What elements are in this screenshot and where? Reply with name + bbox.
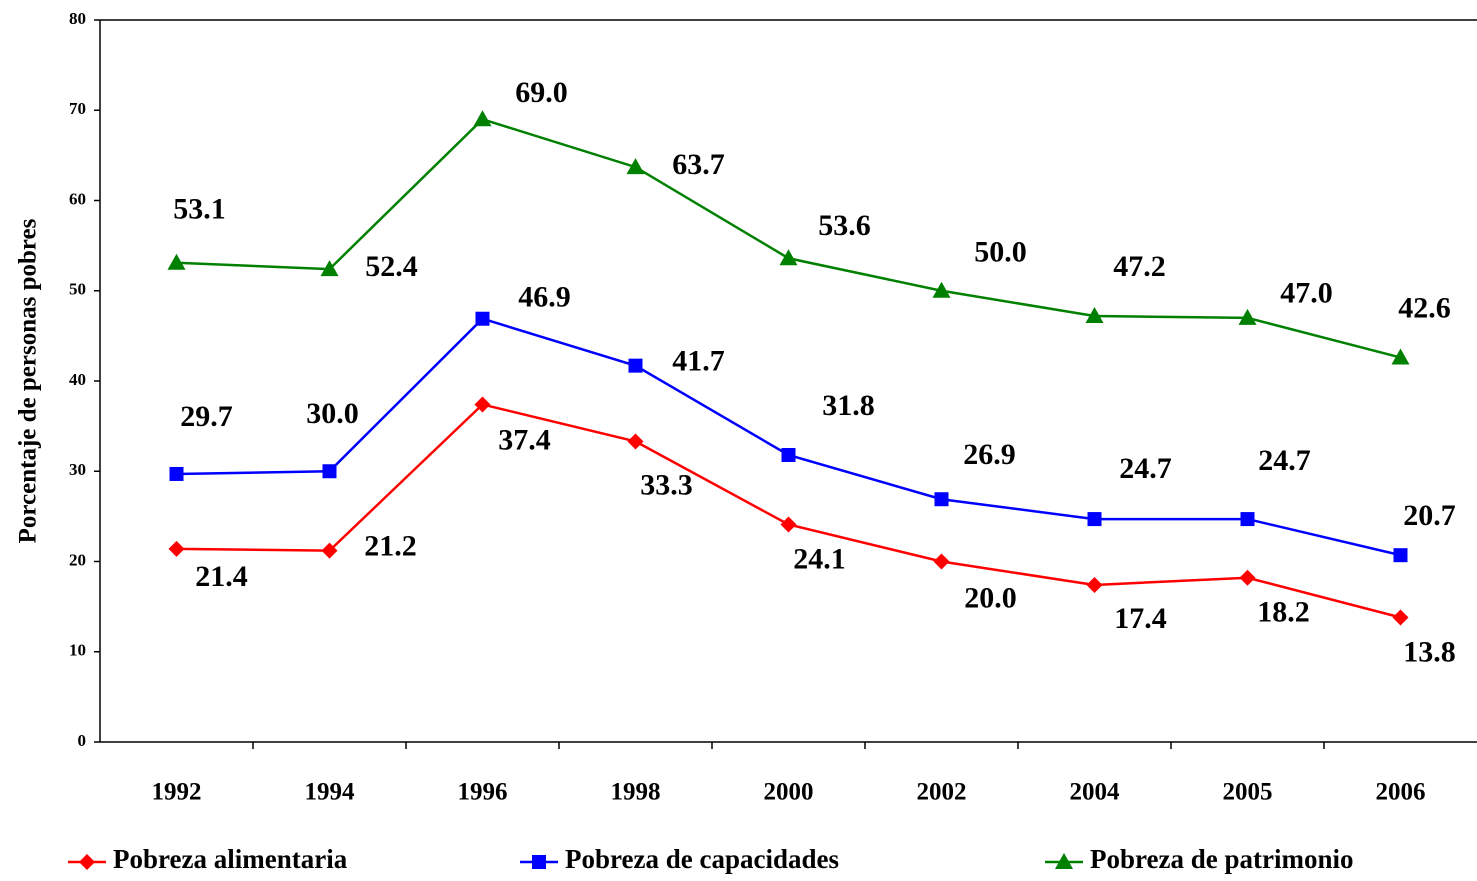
- x-tick-label: 2000: [764, 779, 814, 806]
- data-label: 24.7: [1258, 444, 1311, 477]
- legend-label: Pobreza de capacidades: [565, 844, 839, 874]
- point: [1085, 307, 1104, 324]
- data-label: 63.7: [672, 148, 725, 181]
- y-tick-label: 70: [69, 99, 86, 118]
- point: [628, 358, 643, 373]
- data-label: 37.4: [498, 423, 551, 456]
- data-label: 18.2: [1257, 596, 1310, 629]
- x-tick-label: 1998: [611, 779, 661, 806]
- legend-label: Pobreza alimentaria: [113, 844, 348, 874]
- point: [474, 396, 491, 413]
- data-label: 52.4: [365, 250, 418, 283]
- y-tick-label: 80: [69, 9, 86, 28]
- data-label: 33.3: [640, 468, 693, 501]
- point: [1240, 512, 1255, 527]
- y-axis-label: Porcentaje de personas pobres: [15, 218, 42, 543]
- data-label: 53.1: [173, 193, 226, 226]
- y-tick-label: 40: [69, 370, 86, 389]
- data-label: 29.7: [180, 400, 233, 433]
- point: [932, 281, 951, 298]
- point: [627, 433, 644, 450]
- point: [169, 466, 184, 481]
- point: [473, 110, 492, 127]
- y-tick-label: 30: [69, 460, 86, 479]
- data-label: 47.0: [1280, 277, 1333, 310]
- x-tick-label: 1992: [152, 779, 202, 806]
- x-tick-label: 2004: [1070, 779, 1121, 806]
- data-label: 24.1: [793, 542, 846, 575]
- data-label: 41.7: [672, 345, 725, 378]
- data-label: 31.8: [822, 389, 875, 422]
- data-label: 26.9: [963, 438, 1016, 471]
- data-label: 69.0: [515, 76, 568, 109]
- point: [1238, 308, 1257, 325]
- x-tick-label: 2006: [1376, 779, 1426, 806]
- data-label: 24.7: [1119, 452, 1172, 485]
- point: [322, 464, 337, 479]
- point: [626, 158, 645, 175]
- point: [780, 516, 797, 533]
- x-tick-label: 2002: [917, 779, 967, 806]
- y-tick-label: 20: [69, 550, 86, 569]
- data-label: 21.4: [195, 560, 248, 593]
- point: [321, 542, 338, 559]
- y-tick-label: 50: [69, 280, 86, 299]
- data-label: 20.7: [1403, 499, 1456, 532]
- point: [1239, 569, 1256, 586]
- point: [1087, 512, 1102, 527]
- legend-marker: [1055, 853, 1073, 869]
- data-label: 50.0: [974, 236, 1027, 269]
- data-label: 17.4: [1114, 602, 1167, 635]
- legend-label: Pobreza de patrimonio: [1090, 844, 1353, 874]
- point: [933, 553, 950, 570]
- data-label: 46.9: [518, 281, 571, 314]
- data-label: 20.0: [964, 581, 1017, 614]
- series-line: [176, 117, 1401, 359]
- point: [475, 311, 490, 326]
- point: [1391, 348, 1410, 365]
- legend-marker: [532, 855, 546, 869]
- point: [779, 249, 798, 266]
- data-label: 47.2: [1113, 250, 1166, 283]
- data-label: 21.2: [364, 530, 417, 563]
- point: [320, 260, 339, 277]
- x-tick-label: 1996: [458, 779, 508, 806]
- y-tick-label: 0: [78, 731, 87, 750]
- point: [934, 492, 949, 507]
- point: [1086, 576, 1103, 593]
- point: [1392, 609, 1409, 626]
- x-tick-label: 2005: [1223, 779, 1273, 806]
- series-line: [176, 403, 1401, 619]
- data-label: 53.6: [818, 209, 871, 242]
- point: [167, 253, 186, 270]
- point: [168, 540, 185, 557]
- y-tick-label: 60: [69, 189, 86, 208]
- point: [781, 448, 796, 463]
- data-label: 13.8: [1403, 635, 1456, 668]
- y-tick-label: 10: [69, 641, 86, 660]
- x-tick-label: 1994: [305, 779, 356, 806]
- point: [1393, 548, 1408, 563]
- legend-marker: [79, 854, 95, 870]
- data-label: 30.0: [306, 397, 359, 430]
- data-label: 42.6: [1398, 291, 1451, 324]
